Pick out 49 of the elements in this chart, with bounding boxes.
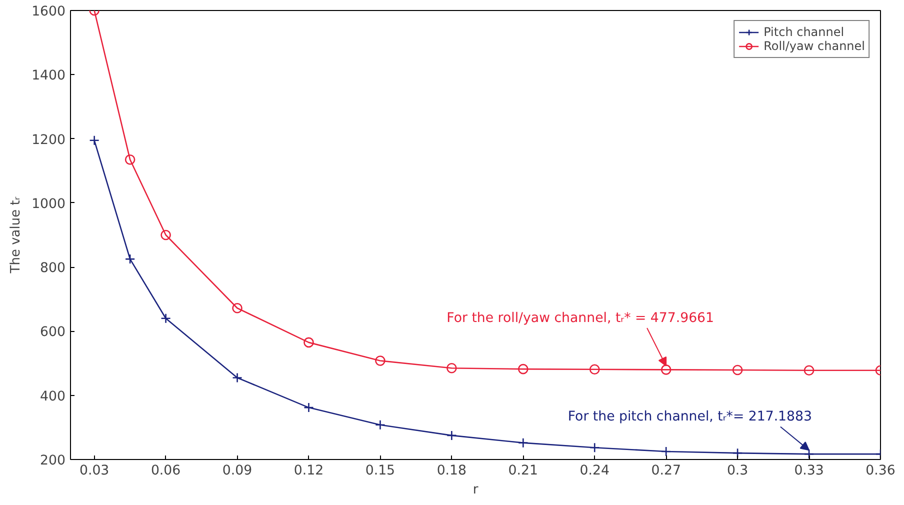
- y-tick-label: 800: [40, 261, 66, 276]
- point: [518, 438, 528, 448]
- point: [160, 313, 171, 324]
- x-tick-label: 0.03: [79, 464, 110, 478]
- x-tick-label: 0.36: [866, 464, 896, 478]
- point: [124, 254, 136, 264]
- point: [732, 364, 743, 376]
- x-tick-label: 0.12: [294, 464, 324, 478]
- x-tick-label: 0.18: [436, 464, 467, 478]
- x-axis-title: r: [472, 482, 479, 498]
- point: [304, 337, 314, 348]
- point: [589, 364, 600, 375]
- point: [89, 135, 100, 146]
- point: [732, 448, 743, 458]
- y-tick-label: 1400: [32, 68, 66, 84]
- point: [446, 430, 457, 441]
- point: [804, 448, 814, 460]
- point: [660, 446, 672, 457]
- legend-label: Roll/yaw channel: [764, 39, 865, 53]
- y-tick-label: 600: [40, 325, 66, 340]
- point: [124, 154, 136, 165]
- point: [518, 364, 528, 374]
- point: [160, 230, 171, 240]
- y-tick-label: 200: [40, 454, 66, 468]
- point: [589, 442, 600, 453]
- y-tick-label: 1000: [32, 196, 66, 212]
- point: [375, 356, 386, 366]
- x-tick-label: 0.09: [222, 464, 252, 478]
- point: [232, 372, 242, 383]
- x-tick-label: 0.15: [365, 464, 396, 478]
- annotation: For the pitch channel, tᵣ*= 217.1883: [568, 410, 812, 425]
- point: [804, 365, 814, 376]
- point: [446, 362, 457, 374]
- x-tick-label: 0.3: [726, 464, 748, 478]
- y-tick-label: 1200: [32, 132, 66, 148]
- point: [375, 420, 386, 430]
- x-tick-label: 0.06: [150, 464, 181, 478]
- point: [232, 302, 242, 314]
- y-tick-label: 400: [40, 389, 66, 404]
- x-tick-label: 0.33: [794, 464, 824, 478]
- annotation: For the roll/yaw channel, tᵣ* = 477.9661: [446, 310, 714, 326]
- point: [660, 364, 672, 375]
- legend-label: Pitch channel: [764, 25, 844, 39]
- point: [304, 402, 314, 413]
- y-tick-label: 1600: [32, 4, 66, 20]
- x-tick-label: 0.24: [580, 464, 610, 478]
- y-axis-title: The value tᵣ: [8, 196, 24, 274]
- x-tick-label: 0.21: [508, 464, 538, 478]
- x-tick-label: 0.27: [651, 464, 681, 478]
